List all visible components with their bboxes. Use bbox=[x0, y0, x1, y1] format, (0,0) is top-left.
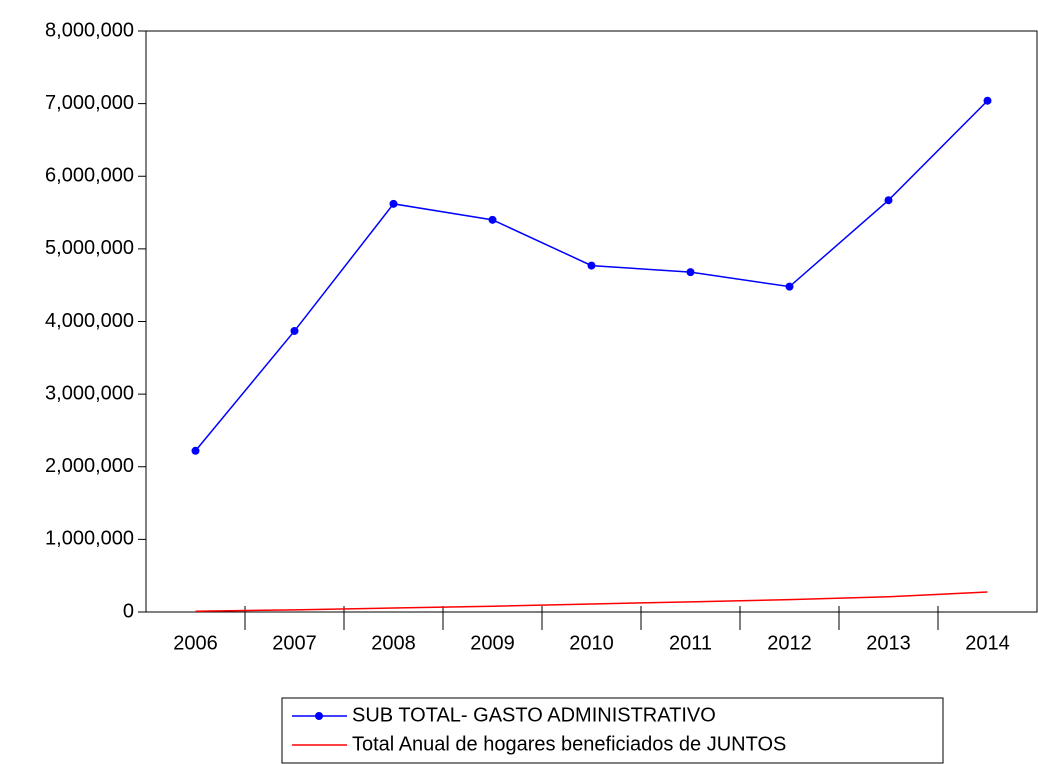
legend-box bbox=[281, 697, 944, 764]
x-tick-label: 2006 bbox=[173, 632, 218, 654]
y-tick-label: 6,000,000 bbox=[45, 165, 134, 187]
series-line bbox=[195, 591, 988, 613]
x-tick-label: 2012 bbox=[767, 632, 812, 654]
x-tick-label: 2011 bbox=[669, 632, 712, 654]
y-tick-label: 3,000,000 bbox=[45, 382, 134, 404]
x-tick-label: 2010 bbox=[569, 632, 614, 654]
series-line bbox=[194, 100, 989, 452]
x-tick-label: 2014 bbox=[965, 632, 1010, 654]
point bbox=[488, 215, 497, 224]
y-tick-label: 7,000,000 bbox=[45, 92, 134, 114]
y-tick-label: 8,000,000 bbox=[45, 19, 134, 41]
y-tick-label: 0 bbox=[123, 600, 134, 622]
point bbox=[191, 446, 200, 455]
plot-frame bbox=[145, 30, 1038, 613]
x-tick-label: 2009 bbox=[470, 632, 515, 654]
y-tick-label: 2,000,000 bbox=[45, 455, 134, 477]
y-tick-label: 1,000,000 bbox=[45, 528, 134, 550]
point bbox=[884, 196, 893, 205]
point bbox=[587, 261, 596, 270]
point bbox=[983, 96, 992, 105]
point bbox=[686, 268, 695, 277]
legend-marker bbox=[315, 712, 323, 720]
legend-label: SUB TOTAL- GASTO ADMINISTRATIVO bbox=[352, 704, 716, 726]
x-tick-label: 2007 bbox=[272, 632, 317, 654]
y-tick-label: 4,000,000 bbox=[45, 310, 134, 332]
y-tick-label: 5,000,000 bbox=[45, 237, 134, 259]
point bbox=[785, 282, 794, 291]
point bbox=[290, 326, 299, 335]
x-tick-label: 2013 bbox=[866, 632, 911, 654]
x-tick-label: 2008 bbox=[371, 632, 416, 654]
point bbox=[389, 199, 398, 208]
legend-label: Total Anual de hogares beneficiados de J… bbox=[352, 733, 786, 755]
